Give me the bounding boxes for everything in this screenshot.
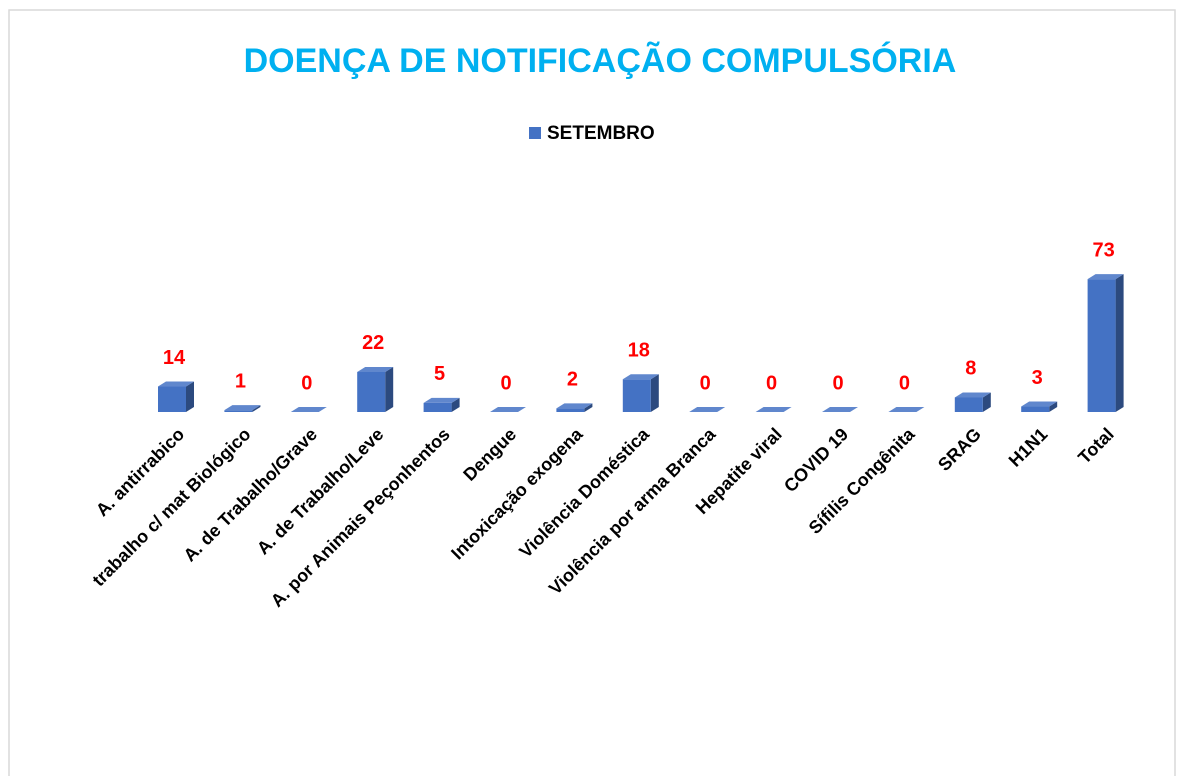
- bar-top: [822, 407, 858, 412]
- bar-side: [650, 374, 659, 412]
- data-label: 0: [899, 372, 910, 394]
- data-label: 22: [362, 332, 384, 354]
- bar: [158, 386, 186, 412]
- bar-top: [622, 374, 659, 380]
- bar: [1087, 279, 1116, 412]
- bar-top: [490, 407, 526, 412]
- data-label: 0: [500, 372, 511, 394]
- bar-top: [290, 407, 327, 412]
- data-label: 1: [235, 370, 246, 392]
- bar-top: [755, 407, 792, 412]
- data-label: 0: [700, 372, 711, 394]
- bar-side: [186, 381, 194, 412]
- bar-side: [584, 403, 593, 412]
- bar-side: [1049, 401, 1058, 412]
- bar-top: [888, 407, 925, 412]
- bar: [622, 379, 651, 412]
- bar: [954, 397, 983, 412]
- bar-side: [385, 366, 394, 412]
- bar-top: [423, 397, 460, 403]
- bar-top: [954, 392, 991, 398]
- bar-side: [982, 392, 991, 412]
- data-label: 14: [163, 347, 186, 369]
- bar: [357, 371, 386, 412]
- chart-title: DOENÇA DE NOTIFICAÇÃO COMPULSÓRIA: [244, 42, 957, 80]
- bar-side: [252, 405, 261, 412]
- data-label: 73: [1092, 239, 1114, 261]
- bar-top: [224, 405, 261, 411]
- data-label: 8: [965, 358, 976, 380]
- bar-top: [1021, 401, 1058, 407]
- data-label: 5: [434, 363, 445, 385]
- bar-top: [556, 403, 593, 409]
- data-label: 0: [832, 372, 843, 394]
- bar-top: [357, 366, 394, 372]
- bar-top: [158, 381, 194, 387]
- data-label: 0: [301, 372, 312, 394]
- bar-top: [1087, 274, 1124, 280]
- bar: [224, 410, 253, 412]
- bar-side: [451, 397, 460, 412]
- bar: [556, 408, 585, 412]
- data-label: 3: [1032, 367, 1043, 389]
- legend-swatch: [529, 127, 541, 139]
- bar-side: [1115, 274, 1124, 412]
- bar: [1021, 406, 1050, 412]
- legend-label: SETEMBRO: [547, 123, 655, 144]
- bar-top: [689, 407, 726, 412]
- bar: [423, 402, 452, 412]
- data-label: 18: [628, 340, 650, 362]
- data-label: 0: [766, 372, 777, 394]
- data-label: 2: [567, 369, 578, 391]
